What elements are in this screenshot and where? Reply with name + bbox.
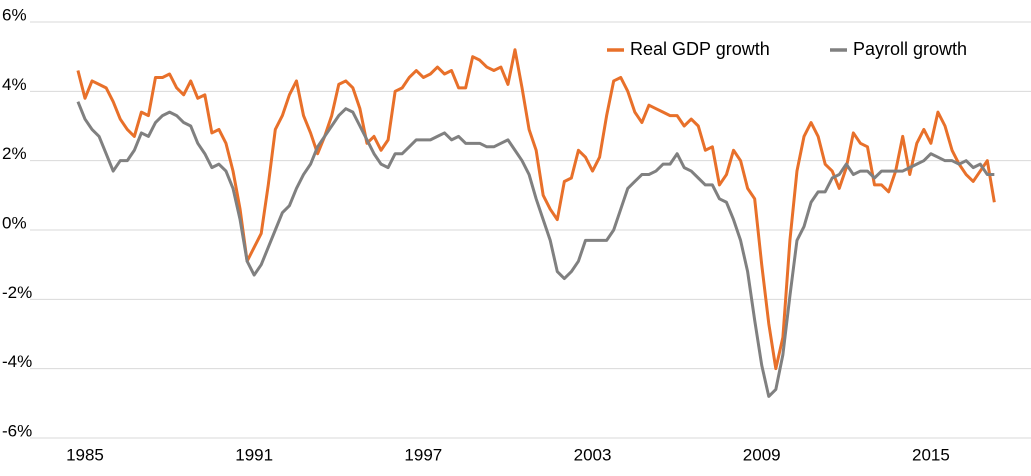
y-tick-label: 4% (2, 75, 27, 94)
x-tick-label: 1985 (66, 445, 104, 464)
legend-label: Payroll growth (853, 39, 967, 59)
x-tick-label: 2003 (574, 445, 612, 464)
series-line (76, 101, 995, 398)
x-tick-label: 1997 (404, 445, 442, 464)
y-tick-label: 6% (2, 5, 27, 24)
y-tick-label: -2% (2, 283, 32, 302)
y-tick-label: 0% (2, 213, 27, 232)
x-tick-label: 2015 (912, 445, 950, 464)
x-tick-label: 2009 (743, 445, 781, 464)
y-tick-label: 2% (2, 144, 27, 163)
y-tick-label: -6% (2, 421, 32, 440)
y-tick-label: -4% (2, 352, 32, 371)
legend-label: Real GDP growth (630, 39, 770, 59)
x-tick-label: 1991 (235, 445, 273, 464)
series-line (76, 48, 996, 371)
